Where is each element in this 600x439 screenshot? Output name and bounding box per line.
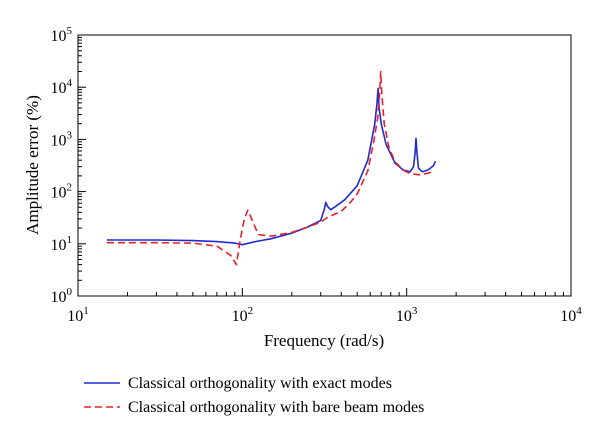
series-line-1 (106, 87, 437, 246)
x-axis-label: Frequency (rad/s) (264, 331, 384, 350)
y-axis-label: Amplitude error (%) (23, 95, 42, 235)
x-tick-label: 103 (396, 305, 418, 325)
x-tick-label: 104 (560, 305, 582, 325)
series-line-2 (106, 70, 434, 266)
y-tick-label: 101 (51, 234, 73, 254)
x-tick-label: 102 (232, 305, 253, 325)
y-tick-label: 103 (51, 129, 73, 149)
y-tick-label: 104 (51, 77, 73, 97)
y-tick-label: 100 (51, 286, 73, 306)
x-tick-label: 101 (67, 305, 89, 325)
legend-label-2: Classical orthogonality with bare beam m… (128, 399, 424, 416)
legend-label-1: Classical orthogonality with exact modes (128, 375, 392, 392)
legend: Classical orthogonality with exact modes… (84, 375, 424, 416)
x-axis-ticks: 101 102 103 104 (67, 288, 582, 325)
plot-frame (77, 34, 572, 297)
y-tick-label: 102 (51, 182, 73, 202)
y-tick-label: 105 (51, 25, 73, 45)
y-axis-ticks: 100 101 102 103 104 105 (51, 25, 86, 306)
series-layer (106, 70, 437, 266)
